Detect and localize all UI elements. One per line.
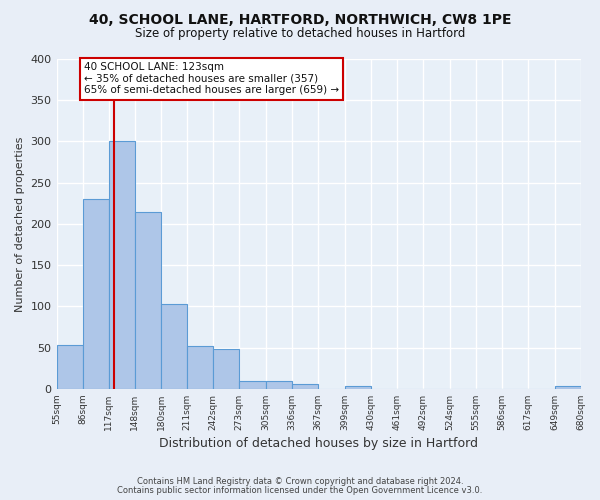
Y-axis label: Number of detached properties: Number of detached properties [15,136,25,312]
Text: Contains HM Land Registry data © Crown copyright and database right 2024.: Contains HM Land Registry data © Crown c… [137,477,463,486]
Bar [554,386,581,389]
Text: Contains public sector information licensed under the Open Government Licence v3: Contains public sector information licen… [118,486,482,495]
Bar [83,199,109,389]
Bar [345,386,371,389]
Bar [214,349,239,389]
Bar [134,212,161,389]
Bar [187,346,214,389]
Bar [109,142,134,389]
Bar [292,384,318,389]
Bar [239,380,266,389]
Bar [56,345,83,389]
Text: Size of property relative to detached houses in Hartford: Size of property relative to detached ho… [135,28,465,40]
X-axis label: Distribution of detached houses by size in Hartford: Distribution of detached houses by size … [159,437,478,450]
Text: 40 SCHOOL LANE: 123sqm
← 35% of detached houses are smaller (357)
65% of semi-de: 40 SCHOOL LANE: 123sqm ← 35% of detached… [84,62,340,96]
Text: 40, SCHOOL LANE, HARTFORD, NORTHWICH, CW8 1PE: 40, SCHOOL LANE, HARTFORD, NORTHWICH, CW… [89,12,511,26]
Bar [266,380,292,389]
Bar [161,304,187,389]
